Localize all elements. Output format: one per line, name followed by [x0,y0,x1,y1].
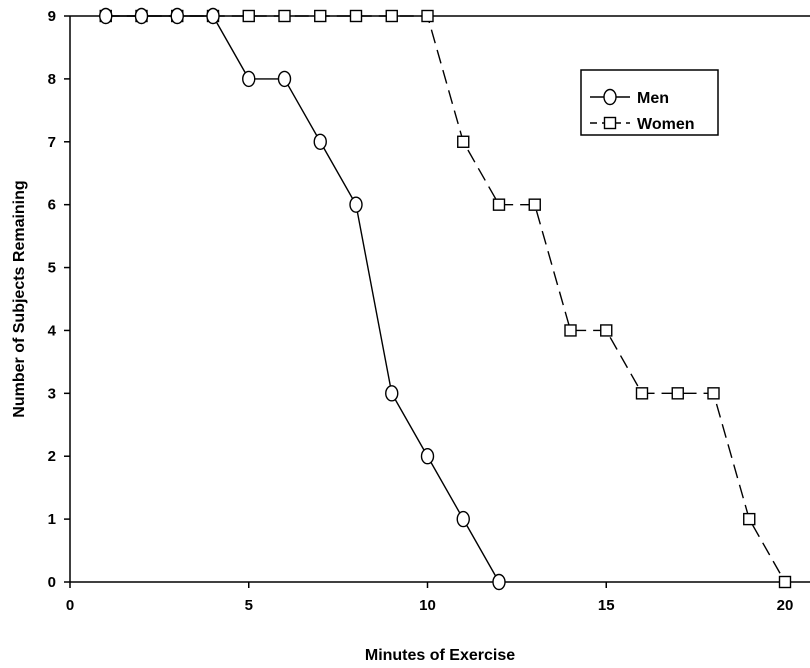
series-men [99,7,506,591]
y-tick-label: 5 [48,260,56,277]
legend-label-women: Women [637,116,694,133]
data-point-women [457,135,470,148]
data-point-men [242,70,256,88]
data-point-women [349,9,363,23]
data-point-men [99,7,113,25]
y-ticks: 0 1 2 3 4 5 6 7 8 9 [48,8,70,591]
legend-entries: Men Women [590,88,694,133]
y-tick-label: 8 [48,71,56,88]
y-tick-label: 4 [48,322,57,339]
y-axis-title: Number of Subjects Remaining [11,180,28,417]
data-point-women [492,198,506,211]
x-ticks: 0 5 10 15 20 [66,582,794,614]
x-axis-title: Minutes of Exercise [365,647,515,664]
y-tick-label: 3 [48,385,56,402]
x-tick-label: 20 [777,597,794,614]
data-point-men [170,7,184,25]
data-point-women [778,575,792,589]
data-point-men [206,7,220,25]
data-point-women [743,512,756,526]
y-tick-label: 6 [48,197,56,214]
data-point-women [707,387,720,400]
y-tick-label: 1 [48,511,56,528]
data-point-women [528,198,541,211]
x-tick-label: 5 [245,597,253,614]
data-point-men [277,70,292,88]
y-tick-label: 7 [48,134,56,151]
y-tick-label: 0 [48,574,56,591]
data-point-women [278,9,291,23]
legend-marker-women [603,116,617,130]
data-point-men [456,510,470,528]
x-tick-label: 15 [598,597,615,614]
legend-marker-men [603,88,617,106]
x-tick-label: 0 [66,597,74,614]
data-point-women [635,387,649,400]
data-point-women [242,9,255,23]
legend: Men Women [580,69,719,136]
x-tick-label: 10 [419,597,436,614]
y-tick-label: 2 [48,448,56,465]
data-point-men [349,196,363,213]
series-line-men [105,15,500,583]
legend-item-men: Men [590,88,669,107]
data-point-men [134,7,149,25]
data-point-women [600,324,613,337]
data-point-women [421,9,434,23]
series-layer [99,7,792,591]
y-tick-label: 9 [48,8,56,25]
data-point-men [492,573,506,591]
legend-item-women: Women [590,116,694,133]
data-point-men [420,448,435,465]
legend-label-men: Men [637,90,669,107]
data-point-men [313,133,327,150]
data-point-women [385,9,398,23]
data-point-women [564,324,577,337]
data-point-women [671,387,684,400]
data-point-men [385,385,399,402]
data-point-women [314,9,327,23]
